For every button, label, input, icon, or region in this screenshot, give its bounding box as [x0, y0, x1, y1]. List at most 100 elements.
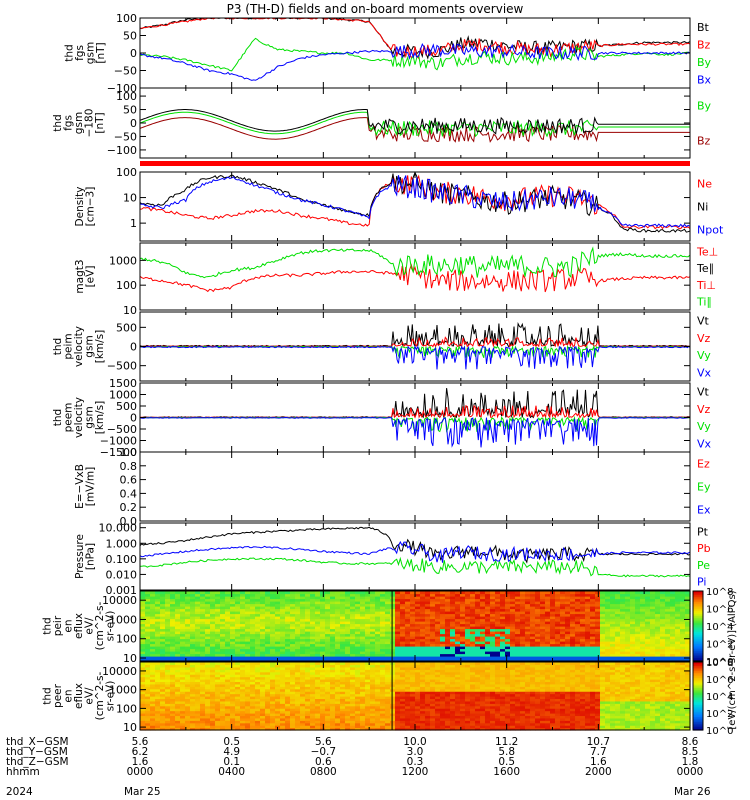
spectrogram-cell	[385, 603, 391, 607]
spectrogram-cell	[650, 598, 656, 602]
spectrogram-cell	[185, 664, 191, 668]
spectrogram-cell	[625, 613, 631, 617]
spectrogram-cell	[250, 693, 256, 697]
spectrogram-cell	[565, 653, 571, 657]
spectrogram-cell	[370, 727, 376, 731]
legend-label: Ez	[697, 458, 710, 471]
spectrogram-cell	[145, 606, 151, 610]
spectrogram-cell	[520, 598, 526, 602]
spectrogram-cell	[280, 616, 286, 620]
spectrogram-cell	[185, 722, 191, 726]
spectrogram-cell	[675, 648, 681, 652]
spectrogram-cell	[150, 700, 156, 704]
spectrogram-cell	[385, 688, 391, 692]
spectrogram-cell	[340, 691, 346, 695]
spectrogram-cell	[200, 638, 206, 642]
spectrogram-cell	[310, 686, 316, 690]
spectrogram-cell	[275, 688, 281, 692]
spectrogram-cell	[485, 636, 491, 640]
spectrogram-cell	[505, 621, 511, 625]
spectrogram-cell	[205, 598, 211, 602]
spectrogram-cell	[140, 679, 146, 683]
spectrogram-cell	[620, 611, 626, 615]
spectrogram-cell	[385, 598, 391, 602]
spectrogram-cell	[355, 691, 361, 695]
spectrogram-cell	[420, 658, 426, 662]
spectrogram-cell	[410, 611, 416, 615]
spectrogram-cell	[270, 664, 276, 668]
spectrogram-cell	[650, 646, 656, 650]
spectrogram-cell	[230, 703, 236, 707]
spectrogram-cell	[340, 688, 346, 692]
spectrogram-cell	[305, 631, 311, 635]
spectrogram-cell	[645, 626, 651, 630]
spectrogram-cell	[670, 593, 676, 597]
spectrogram-cell	[595, 658, 601, 662]
spectrogram-cell	[515, 596, 521, 600]
spectrogram-cell	[290, 598, 296, 602]
spectrogram-cell	[570, 603, 576, 607]
spectrogram-cell	[175, 641, 181, 645]
legend-label: Vy	[697, 420, 711, 433]
spectrogram-cell	[595, 621, 601, 625]
spectrogram-cell	[315, 631, 321, 635]
spectrogram-cell	[530, 638, 536, 642]
spectrogram-cell	[635, 643, 641, 647]
spectrogram-cell	[565, 648, 571, 652]
spectrogram-cell	[180, 603, 186, 607]
spectrogram-cell	[355, 708, 361, 712]
spectrogram-cell	[380, 613, 386, 617]
spectrogram-cell	[345, 713, 351, 717]
spectrogram-cell	[265, 713, 271, 717]
spectrogram-cell	[150, 613, 156, 617]
spectrogram-cell	[545, 626, 551, 630]
spectrogram-cell	[280, 720, 286, 724]
spectrogram-cell	[200, 656, 206, 660]
spectrogram-cell	[330, 638, 336, 642]
spectrogram-cell	[250, 674, 256, 678]
spectrogram-cell	[230, 683, 236, 687]
spectrogram-cell	[650, 621, 656, 625]
spectrogram-cell	[680, 611, 686, 615]
spectrogram-cell	[300, 651, 306, 655]
spectrogram-cell	[370, 621, 376, 625]
spectrogram-cell	[170, 641, 176, 645]
spectrogram-cell	[395, 621, 401, 625]
spectrogram-cell	[410, 628, 416, 632]
spectrogram-cell	[375, 686, 381, 690]
spectrogram-cell	[240, 693, 246, 697]
spectrogram-cell	[265, 616, 271, 620]
y-axis-label: (cm^2-s-	[94, 601, 106, 650]
spectrogram-cell	[365, 608, 371, 612]
spectrogram-cell	[180, 671, 186, 675]
series-trace	[140, 388, 691, 419]
spectrogram-cell	[280, 591, 286, 595]
spectrogram-cell	[150, 623, 156, 627]
spectrogram-cell	[465, 601, 471, 605]
spectrogram-cell	[245, 631, 251, 635]
spectrogram-cell	[630, 593, 636, 597]
spectrogram-cell	[530, 643, 536, 647]
spectrogram-cell	[460, 603, 466, 607]
spectrogram-cell	[615, 591, 621, 595]
spectrogram-cell	[205, 641, 211, 645]
spectrogram-cell	[635, 596, 641, 600]
spectrogram-cell	[505, 653, 511, 657]
spectrogram-cell	[265, 679, 271, 683]
spectrogram-cell	[310, 722, 316, 726]
spectrogram-cell	[235, 696, 241, 700]
spectrogram-cell	[235, 598, 241, 602]
spectrogram-cell	[390, 616, 396, 620]
spectrogram-cell	[210, 603, 216, 607]
spectrogram-cell	[640, 651, 646, 655]
spectrogram-cell	[510, 621, 516, 625]
spectrogram-cell	[495, 621, 501, 625]
spectrogram-cell	[555, 658, 561, 662]
spectrogram-cell	[325, 676, 331, 680]
spectrogram-cell	[200, 611, 206, 615]
spectrogram-cell	[280, 636, 286, 640]
spectrogram-cell	[185, 705, 191, 709]
spectrogram-cell	[515, 638, 521, 642]
spectrogram-cell	[500, 606, 506, 610]
spectrogram-cell	[290, 664, 296, 668]
